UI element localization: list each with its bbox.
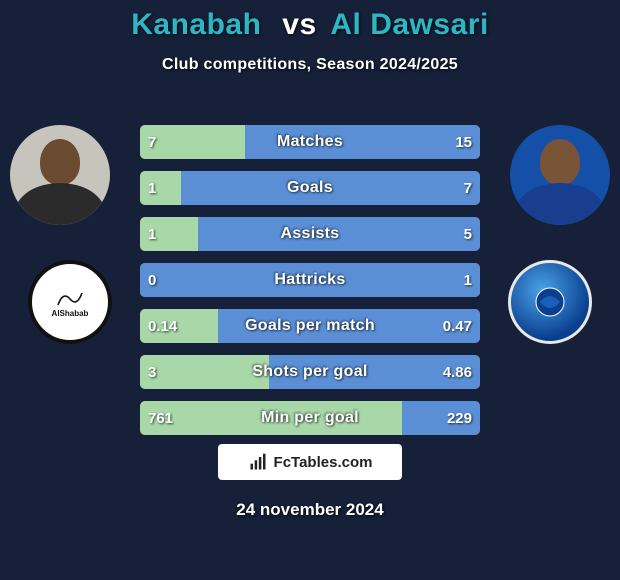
brand-logo: FcTables.com: [218, 444, 402, 480]
stat-label: Min per goal: [140, 401, 480, 435]
avatar-head: [40, 139, 80, 185]
stat-value-p1: 7: [140, 125, 164, 159]
page-title: Kanabah vs Al Dawsari: [0, 8, 620, 42]
stat-value-p1: 761: [140, 401, 181, 435]
subtitle: Club competitions, Season 2024/2025: [0, 56, 620, 74]
stat-value-p2: 4.86: [435, 355, 480, 389]
club2-icon: [528, 280, 572, 324]
stat-row: Matches7 15: [140, 125, 480, 159]
stat-label: Goals per match: [140, 309, 480, 343]
stat-value-p2: 5: [456, 217, 480, 251]
stat-row: Goals per match0.14 0.47: [140, 309, 480, 343]
stat-row: Goals1 7: [140, 171, 480, 205]
stat-value-p1: 0: [140, 263, 164, 297]
stat-value-p2: 0.47: [435, 309, 480, 343]
stat-value-p1: 1: [140, 171, 164, 205]
stat-value-p1: 1: [140, 217, 164, 251]
stat-row: Min per goal761 229: [140, 401, 480, 435]
stat-row: Hattricks0 1: [140, 263, 480, 297]
brand-text: FcTables.com: [274, 454, 373, 471]
stat-label: Assists: [140, 217, 480, 251]
date-label: 24 november 2024: [0, 500, 620, 520]
stat-label: Matches: [140, 125, 480, 159]
stat-value-p2: 15: [447, 125, 480, 159]
club1-icon: [55, 287, 85, 309]
stat-label: Goals: [140, 171, 480, 205]
player1-avatar: [10, 125, 110, 225]
stat-value-p1: 0.14: [140, 309, 185, 343]
avatar-body: [15, 183, 105, 225]
stat-value-p2: 229: [439, 401, 480, 435]
stat-row: Shots per goal3 4.86: [140, 355, 480, 389]
avatar-head: [540, 139, 580, 185]
avatar-body: [515, 183, 605, 225]
title-player2: Al Dawsari: [330, 8, 488, 41]
title-player1: Kanabah: [131, 8, 261, 41]
player2-club-badge: [508, 260, 592, 344]
infographic-container: Kanabah vs Al Dawsari Club competitions,…: [0, 0, 620, 580]
title-vs: vs: [282, 8, 316, 41]
stat-row: Assists1 5: [140, 217, 480, 251]
stat-label: Shots per goal: [140, 355, 480, 389]
player2-avatar: [510, 125, 610, 225]
player1-club-badge: AlShabab: [28, 260, 112, 344]
stat-value-p1: 3: [140, 355, 164, 389]
stat-value-p2: 1: [456, 263, 480, 297]
stats-bars: Matches715Goals17Assists15Hattricks01Goa…: [140, 125, 480, 447]
stat-value-p2: 7: [456, 171, 480, 205]
chart-icon: [248, 452, 268, 472]
stat-label: Hattricks: [140, 263, 480, 297]
club1-label: AlShabab: [52, 309, 89, 318]
